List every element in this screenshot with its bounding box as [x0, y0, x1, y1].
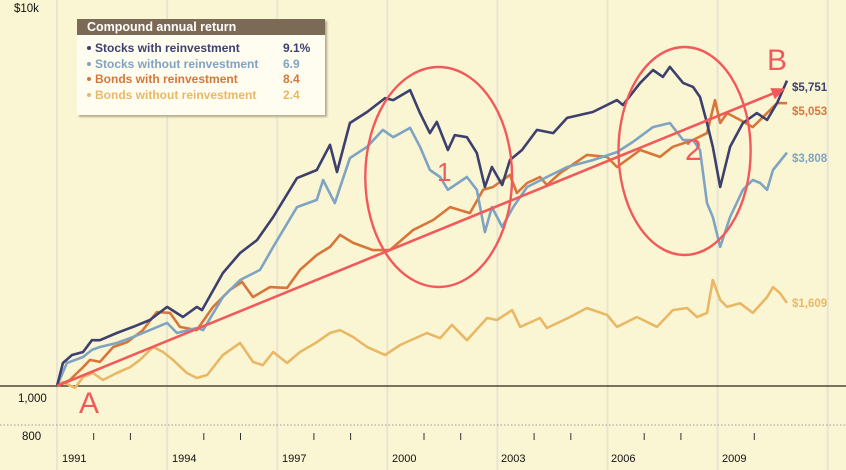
x-tick-label-1997: 1997: [282, 453, 307, 465]
series-line-stocks-with-reinvestment: [55, 65, 789, 387]
bullet-icon: [87, 45, 91, 50]
legend-item-bonds-without-reinvestment: Bonds without reinvestment 2.4: [87, 88, 315, 103]
series-line-bonds-with-reinvestment: [56, 98, 788, 388]
legend-item-stocks-with-reinvestment: Stocks with reinvestment 9.1%: [87, 41, 315, 56]
annotation-label-b: B: [767, 44, 788, 77]
y-tick-label-800: 800: [22, 431, 42, 443]
annotation-label-a: A: [79, 387, 100, 420]
x-tick-label-1991: 1991: [62, 453, 87, 465]
legend-title: Compound annual return: [77, 19, 325, 35]
x-tick-label-2003: 2003: [501, 453, 526, 465]
annotation-circle-2: [617, 45, 752, 257]
y-tick-label-10k: $10k: [14, 3, 39, 15]
annotation-arrowhead-icon: [770, 88, 786, 100]
end-value-stocks-without-reinvestment: $3,808: [792, 153, 828, 165]
end-value-bonds-without-reinvestment: $1,609: [792, 298, 828, 310]
end-value-stocks-with-reinvestment: $5,751: [792, 82, 828, 94]
legend-label: Stocks with reinvestment: [95, 41, 240, 55]
legend-value: 6.9: [283, 57, 300, 71]
legend-value: 2.4: [283, 88, 300, 102]
annotation-arrow-line: [56, 92, 774, 388]
legend-value: 8.4: [283, 72, 300, 86]
x-tick-label-2009: 2009: [722, 453, 747, 465]
bullet-icon: [87, 76, 91, 81]
legend: Compound annual return Stocks with reinv…: [77, 19, 325, 115]
legend-label: Stocks without reinvestment: [95, 57, 259, 71]
legend-value: 9.1%: [283, 41, 311, 55]
y-tick-label-1000: 1,000: [18, 393, 47, 405]
series-line-bonds-without-reinvestment: [56, 278, 789, 390]
annotation-label-2: 2: [685, 134, 702, 167]
bullet-icon: [87, 92, 91, 97]
x-tick-label-2000: 2000: [392, 453, 417, 465]
series-line-stocks-without-reinvestment: [55, 121, 789, 387]
x-tick-label-2006: 2006: [611, 453, 636, 465]
legend-item-stocks-without-reinvestment: Stocks without reinvestment 6.9: [87, 57, 315, 72]
end-value-bonds-with-reinvestment: $5,053: [792, 106, 828, 118]
legend-item-bonds-with-reinvestment: Bonds with reinvestment 8.4: [87, 72, 315, 87]
annotation-label-1: 1: [437, 157, 452, 187]
bullet-icon: [87, 61, 91, 66]
legend-label: Bonds without reinvestment: [95, 88, 257, 102]
annotation-circle-1: [364, 65, 514, 289]
legend-label: Bonds with reinvestment: [95, 72, 238, 86]
x-tick-label-1994: 1994: [172, 453, 197, 465]
